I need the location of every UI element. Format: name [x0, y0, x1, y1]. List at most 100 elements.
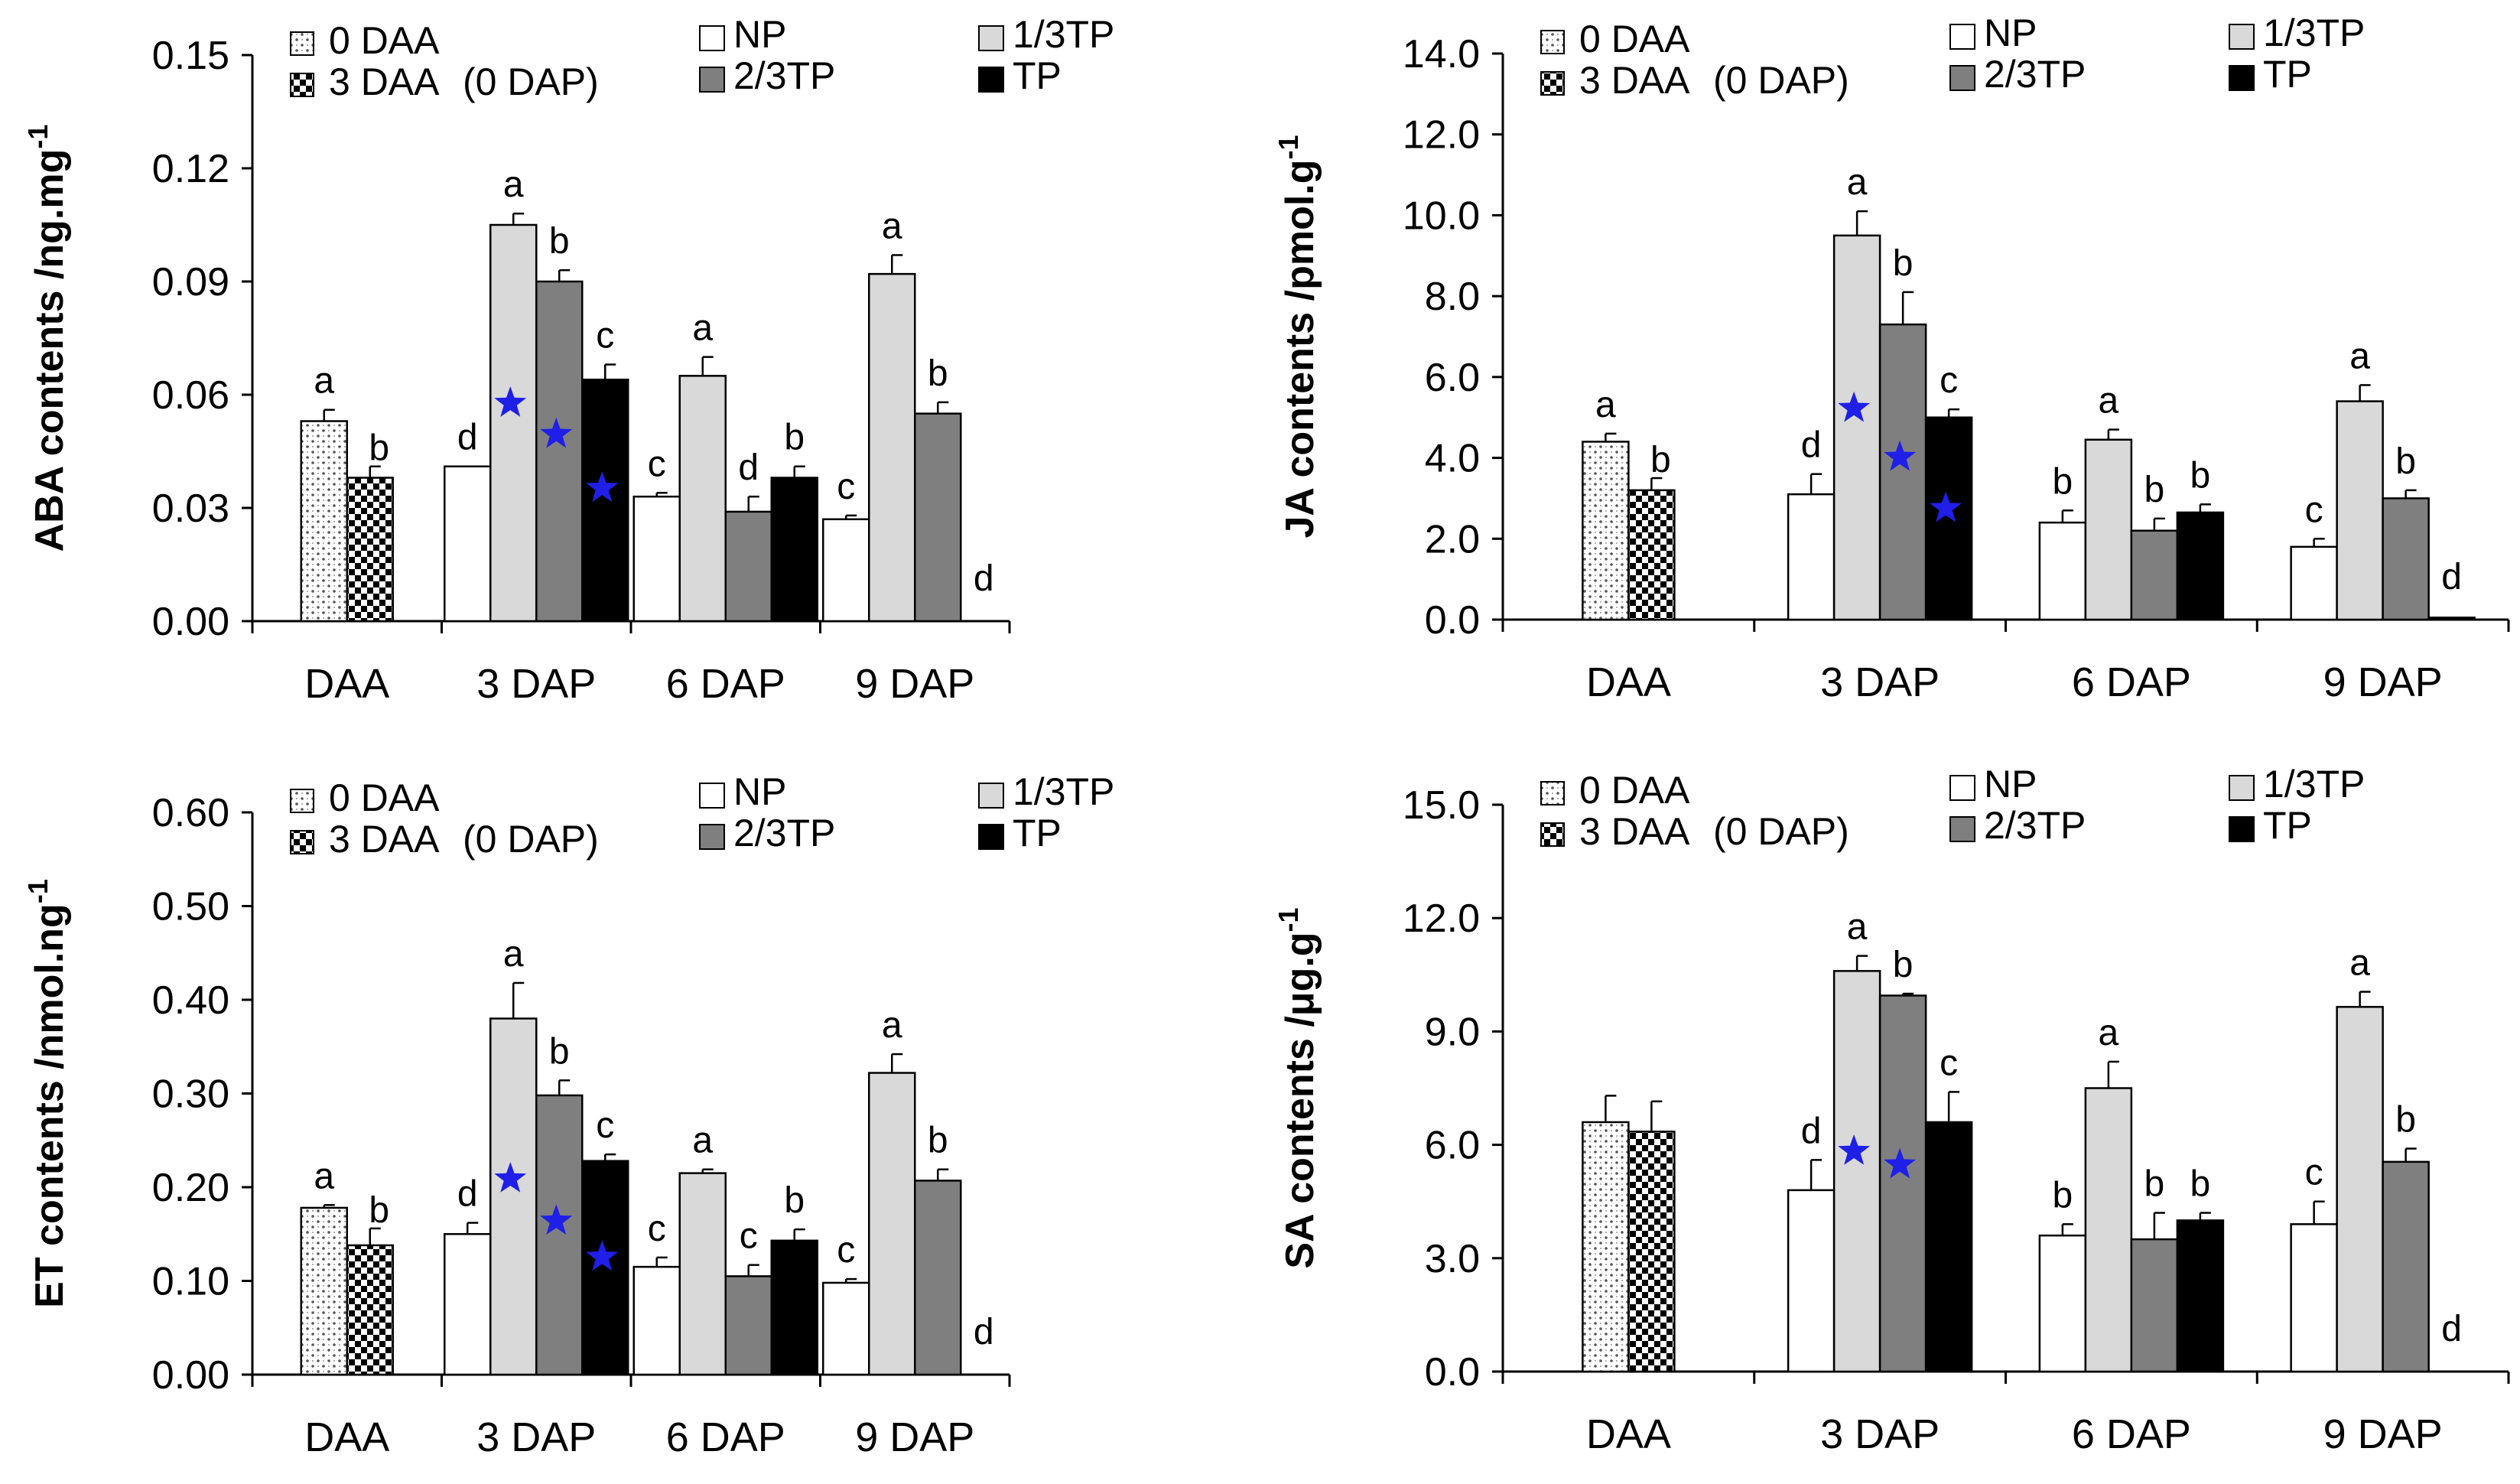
y-tick-label: 0.00	[152, 600, 229, 644]
significance-label: a	[314, 361, 334, 402]
legend-label: TP	[1013, 54, 1062, 97]
bar	[1582, 441, 1630, 621]
bar	[444, 1233, 492, 1376]
star-marker	[1930, 491, 1962, 522]
legend-label: 3 DAA	[1579, 59, 1690, 102]
legend-label: TP	[2263, 53, 2312, 96]
bar	[2336, 400, 2384, 621]
y-tick-label: 9.0	[1425, 1010, 1480, 1054]
x-category-label: DAA	[1586, 659, 1671, 705]
significance-label: b	[2144, 470, 2165, 510]
legend-label: 1/3TP	[2263, 763, 2365, 805]
y-axis-label: JA contents /pmol.g-1	[1273, 135, 1322, 538]
legend-swatch	[978, 25, 1004, 51]
significance-label: a	[882, 206, 902, 246]
bar	[2290, 1223, 2338, 1373]
significance-label: d	[974, 1312, 994, 1352]
y-axis-label: ABA contents /ng.mg-1	[22, 125, 72, 552]
bar	[1832, 970, 1881, 1373]
bar	[300, 420, 348, 623]
bar	[822, 518, 870, 623]
significance-label: c	[1940, 360, 1958, 401]
significance-label: c	[837, 1230, 855, 1271]
significance-label: a	[882, 1005, 902, 1046]
y-tick-label: 2.0	[1425, 517, 1480, 561]
legend-label: 1/3TP	[1013, 13, 1114, 56]
significance-label: a	[2349, 336, 2370, 376]
x-category-label: 3 DAP	[476, 661, 596, 707]
bar	[868, 1072, 916, 1376]
y-tick-label: 0.12	[152, 147, 229, 191]
x-category-label: 6 DAP	[2072, 1411, 2191, 1457]
legend-swatch	[2229, 775, 2255, 801]
legend-label: NP	[1984, 11, 2037, 54]
bar	[2382, 497, 2430, 621]
star-marker	[1838, 1134, 1870, 1165]
significance-label: b	[549, 1031, 570, 1072]
bar	[632, 1265, 681, 1376]
bar	[489, 1017, 538, 1376]
star-marker	[494, 1162, 527, 1193]
legend-swatch	[1540, 822, 1565, 847]
bar	[2084, 1087, 2133, 1373]
legend-label: 1/3TP	[1013, 770, 1114, 813]
bar	[346, 1244, 394, 1376]
significance-label: d	[738, 447, 759, 488]
legend-label: 1/3TP	[2263, 11, 2365, 54]
legend-label: (0 DAP)	[463, 60, 599, 103]
significance-label: b	[2053, 461, 2073, 502]
legend-label: 3 DAA	[329, 818, 440, 861]
significance-label: d	[974, 558, 994, 599]
legend-label: 0 DAA	[1579, 769, 1690, 812]
significance-label: c	[2305, 490, 2323, 530]
y-tick-label: 0.20	[152, 1166, 229, 1210]
legend-label: 2/3TP	[733, 54, 835, 97]
significance-label: b	[369, 1190, 389, 1231]
significance-label: b	[784, 1180, 805, 1221]
bar	[770, 477, 818, 623]
star-marker	[494, 386, 527, 417]
significance-label: d	[1801, 1111, 1822, 1151]
y-tick-label: 0.0	[1425, 598, 1480, 643]
x-category-label: DAA	[1586, 1411, 1671, 1457]
legend-swatch	[699, 67, 725, 93]
y-tick-label: 0.0	[1425, 1350, 1480, 1395]
chart-panel-1: 0.00 0.03 0.06 0.09 0.12 0.15 ABA contents /ng…	[22, 13, 1114, 707]
y-tick-label: 0.00	[152, 1353, 229, 1398]
y-tick-label: 6.0	[1425, 356, 1480, 400]
legend-swatch	[978, 824, 1004, 850]
legend-swatch	[1540, 781, 1565, 805]
significance-label: b	[2190, 1164, 2211, 1205]
star-marker	[540, 417, 573, 448]
significance-label: c	[648, 1209, 666, 1249]
significance-label: b	[784, 418, 805, 458]
y-tick-label: 0.09	[152, 260, 229, 304]
bar	[535, 280, 584, 623]
legend-swatch	[699, 783, 725, 809]
bar	[535, 1094, 584, 1376]
bar	[868, 272, 916, 623]
x-category-label: 9 DAP	[2323, 659, 2443, 705]
significance-label: b	[1893, 243, 1914, 284]
bar	[1924, 1121, 1973, 1373]
x-category-label: 6 DAP	[666, 1414, 785, 1460]
significance-label: d	[1801, 425, 1822, 466]
x-category-label: 9 DAP	[2323, 1411, 2443, 1457]
significance-label: c	[596, 1105, 614, 1146]
significance-label: a	[2349, 943, 2370, 984]
legend-swatch	[1949, 65, 1975, 91]
star-marker	[586, 1240, 619, 1271]
significance-label: c	[648, 444, 666, 484]
significance-label: a	[1847, 907, 1868, 948]
significance-label: b	[549, 221, 570, 262]
significance-label: b	[928, 1121, 948, 1161]
legend-swatch	[290, 830, 314, 854]
y-tick-label: 0.15	[152, 34, 229, 78]
bar	[1878, 323, 1927, 621]
legend-swatch	[978, 783, 1004, 809]
bar	[2130, 529, 2179, 621]
legend-label: 3 DAA	[1579, 810, 1690, 853]
